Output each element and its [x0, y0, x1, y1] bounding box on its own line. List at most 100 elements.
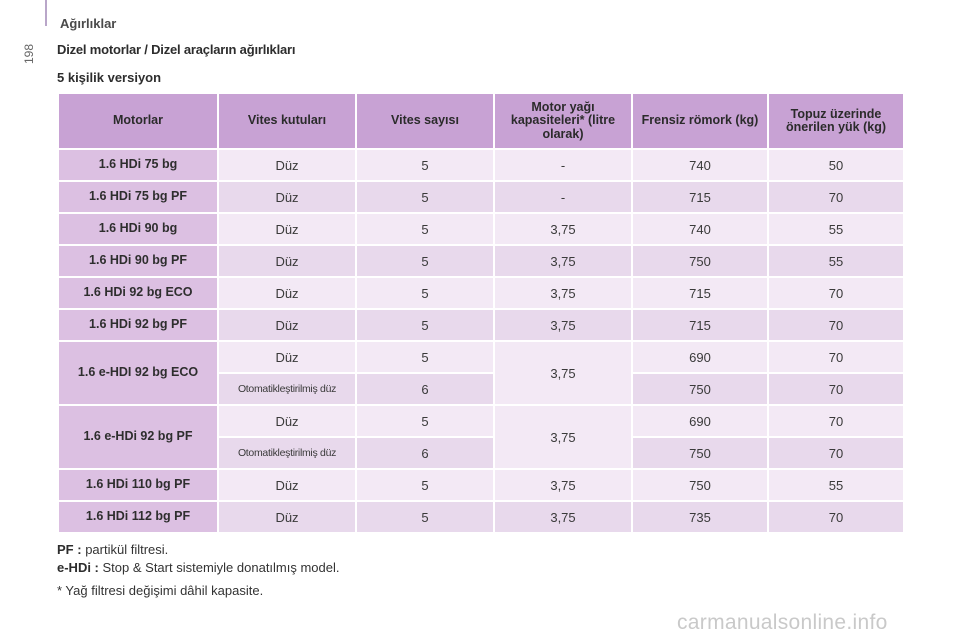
oil-capacity-cell: 3,75 [493, 340, 633, 406]
gear-count-cell: 5 [355, 404, 495, 438]
load-cell: 55 [767, 212, 905, 246]
table-row: 1.6 e-HDi 92 bg PF Düz 5 3,75 690 70 [57, 404, 905, 470]
header-gear-count: Vites sayısı [355, 92, 495, 150]
gear-count-cell: 5 [355, 468, 495, 502]
note-ehdi-label: e-HDi : [57, 560, 99, 575]
gearbox-cell: Düz [217, 404, 357, 438]
gear-count-cell: 5 [355, 244, 495, 278]
oil-capacity-cell: 3,75 [493, 468, 633, 502]
page-title: Dizel motorlar / Dizel araçların ağırlık… [57, 42, 296, 57]
gearbox-cell: Düz [217, 180, 357, 214]
page-subtitle: 5 kişilik versiyon [57, 70, 162, 85]
gearbox-cell: Düz [217, 276, 357, 310]
load-cell: 70 [767, 308, 905, 342]
gear-count-cell: 5 [355, 148, 495, 182]
trailer-cell: 740 [631, 148, 769, 182]
table-row: Otomatikleştirilmiş düz 6 750 70 [58, 372, 905, 406]
note-ehdi-text: Stop & Start sistemiyle donatılmış model… [102, 560, 340, 575]
legend-notes: PF : partikül filtresi. e-HDi : Stop & S… [57, 541, 340, 577]
section-title: Ağırlıklar [60, 16, 117, 31]
oil-capacity-cell: 3,75 [493, 244, 633, 278]
trailer-cell: 715 [631, 180, 769, 214]
engine-cell: 1.6 HDi 110 bg PF [57, 468, 219, 502]
gearbox-cell: Otomatikleştirilmiş düz [217, 372, 357, 406]
gear-count-cell: 6 [355, 436, 495, 470]
engine-cell: 1.6 e-HDI 92 bg ECO [57, 340, 219, 406]
trailer-cell: 750 [631, 244, 769, 278]
trailer-cell: 750 [631, 468, 769, 502]
gearbox-cell: Düz [217, 244, 357, 278]
gearbox-cell: Düz [217, 340, 357, 374]
header-engines: Motorlar [57, 92, 219, 150]
load-cell: 70 [767, 276, 905, 310]
load-cell: 70 [767, 372, 905, 406]
load-cell: 55 [767, 244, 905, 278]
gear-count-cell: 5 [355, 212, 495, 246]
note-ehdi: e-HDi : Stop & Start sistemiyle donatılm… [57, 559, 340, 577]
trailer-cell: 690 [631, 340, 769, 374]
trailer-cell: 750 [631, 372, 769, 406]
gear-count-cell: 6 [355, 372, 495, 406]
trailer-cell: 715 [631, 276, 769, 310]
trailer-cell: 740 [631, 212, 769, 246]
gear-count-cell: 5 [355, 340, 495, 374]
page-number: 198 [22, 43, 36, 64]
gearbox-cell: Düz [217, 212, 357, 246]
note-pf-label: PF : [57, 542, 82, 557]
load-cell: 70 [767, 500, 905, 534]
load-cell: 55 [767, 468, 905, 502]
load-cell: 70 [767, 404, 905, 438]
trailer-cell: 735 [631, 500, 769, 534]
gearbox-cell: Otomatikleştirilmiş düz [217, 436, 357, 470]
oil-capacity-cell: 3,75 [493, 404, 633, 470]
oil-capacity-cell: 3,75 [493, 276, 633, 310]
table-row: 1.6 HDi 110 bg PF Düz 5 3,75 750 55 [57, 468, 905, 502]
oil-capacity-cell: 3,75 [493, 500, 633, 534]
gear-count-cell: 5 [355, 276, 495, 310]
gear-count-cell: 5 [355, 500, 495, 534]
table-row: 1.6 HDi 92 bg PF Düz 5 3,75 715 70 [57, 308, 905, 342]
table-row: 1.6 HDi 75 bg Düz 5 - 740 50 [57, 148, 905, 182]
gear-count-cell: 5 [355, 180, 495, 214]
table-row: Otomatikleştirilmiş düz 6 750 70 [58, 436, 905, 470]
side-rule [45, 0, 47, 26]
table-row: 1.6 HDi 90 bg Düz 5 3,75 740 55 [57, 212, 905, 246]
header-nose-load: Topuz üzerinde önerilen yük (kg) [767, 92, 905, 150]
header-unbraked-trailer: Frensiz römork (kg) [631, 92, 769, 150]
engine-cell: 1.6 HDi 75 bg [57, 148, 219, 182]
gearbox-cell: Düz [217, 468, 357, 502]
trailer-cell: 690 [631, 404, 769, 438]
oil-capacity-cell: 3,75 [493, 212, 633, 246]
trailer-cell: 715 [631, 308, 769, 342]
gearbox-cell: Düz [217, 500, 357, 534]
header-gearbox: Vites kutuları [217, 92, 357, 150]
gearbox-cell: Düz [217, 308, 357, 342]
table-row: 1.6 HDi 92 bg ECO Düz 5 3,75 715 70 [57, 276, 905, 310]
gearbox-cell: Düz [217, 148, 357, 182]
load-cell: 50 [767, 148, 905, 182]
header-oil-capacity: Motor yağı kapasiteleri* (litre olarak) [493, 92, 633, 150]
load-cell: 70 [767, 180, 905, 214]
engine-cell: 1.6 e-HDi 92 bg PF [57, 404, 219, 470]
trailer-cell: 750 [631, 436, 769, 470]
note-pf: PF : partikül filtresi. [57, 541, 340, 559]
watermark: carmanualsonline.info [677, 611, 888, 634]
load-cell: 70 [767, 340, 905, 374]
engine-cell: 1.6 HDi 90 bg PF [57, 244, 219, 278]
table-row: 1.6 HDi 90 bg PF Düz 5 3,75 750 55 [57, 244, 905, 278]
table-row: 1.6 HDi 75 bg PF Düz 5 - 715 70 [57, 180, 905, 214]
engine-cell: 1.6 HDi 90 bg [57, 212, 219, 246]
oil-capacity-cell: - [493, 148, 633, 182]
load-cell: 70 [767, 436, 905, 470]
engine-cell: 1.6 HDi 75 bg PF [57, 180, 219, 214]
oil-capacity-cell: - [493, 180, 633, 214]
oil-capacity-cell: 3,75 [493, 308, 633, 342]
table-header-row: Motorlar Vites kutuları Vites sayısı Mot… [57, 92, 905, 150]
footnote: * Yağ filtresi değişimi dâhil kapasite. [57, 583, 264, 598]
weights-table: Motorlar Vites kutuları Vites sayısı Mot… [57, 92, 905, 534]
table-row: 1.6 HDi 112 bg PF Düz 5 3,75 735 70 [57, 500, 905, 534]
engine-cell: 1.6 HDi 92 bg ECO [57, 276, 219, 310]
engine-cell: 1.6 HDi 92 bg PF [57, 308, 219, 342]
engine-cell: 1.6 HDi 112 bg PF [57, 500, 219, 534]
gear-count-cell: 5 [355, 308, 495, 342]
